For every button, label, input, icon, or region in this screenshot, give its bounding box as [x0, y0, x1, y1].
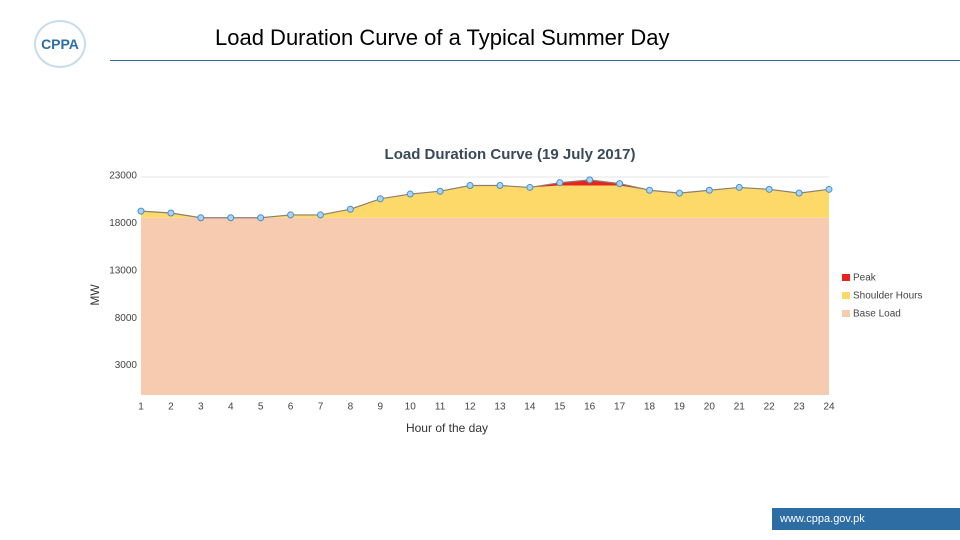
- x-tick-label: 19: [674, 402, 686, 413]
- point: [197, 214, 205, 222]
- legend-swatch: [842, 274, 850, 281]
- x-tick-label: 10: [405, 402, 417, 413]
- point: [316, 211, 324, 219]
- logo: CPPA: [34, 20, 86, 68]
- area: [141, 217, 829, 395]
- point: [346, 205, 354, 213]
- x-tick-label: 12: [464, 402, 476, 413]
- chart-title: Load Duration Curve (19 July 2017): [385, 146, 636, 163]
- point: [765, 185, 773, 193]
- x-axis-label: Hour of the day: [406, 421, 488, 435]
- legend-label: Peak: [853, 273, 877, 284]
- x-tick-label: 11: [435, 402, 446, 413]
- x-tick-label: 16: [584, 402, 596, 413]
- point: [705, 186, 713, 194]
- x-tick-label: 23: [794, 402, 806, 413]
- point: [376, 195, 384, 203]
- point: [795, 189, 803, 197]
- point: [526, 183, 534, 191]
- x-tick-label: 7: [318, 402, 324, 413]
- slide-title: Load Duration Curve of a Typical Summer …: [215, 25, 670, 50]
- x-tick-label: 2: [168, 402, 174, 413]
- x-tick-label: 5: [258, 402, 264, 413]
- point: [137, 207, 145, 215]
- point: [167, 209, 175, 217]
- point: [406, 190, 414, 198]
- point: [586, 176, 594, 184]
- x-tick-label: 24: [823, 402, 835, 413]
- x-tick-label: 17: [614, 402, 626, 413]
- y-axis-label: MW: [88, 284, 102, 306]
- point: [257, 214, 265, 222]
- y-tick-label: 23000: [109, 171, 137, 182]
- area: [141, 185, 829, 218]
- point: [825, 185, 833, 193]
- x-tick-label: 9: [378, 402, 384, 413]
- point: [556, 179, 564, 187]
- point: [675, 189, 683, 197]
- legend-swatch: [842, 310, 850, 317]
- point: [646, 186, 654, 194]
- x-tick-label: 4: [228, 402, 234, 413]
- x-tick-label: 15: [554, 402, 566, 413]
- total-line: [140, 179, 830, 219]
- y-tick-label: 18000: [109, 218, 137, 229]
- x-tick-label: 6: [288, 402, 294, 413]
- legend-label: Base Load: [853, 309, 901, 320]
- point: [616, 180, 624, 188]
- x-tick-label: 18: [644, 402, 656, 413]
- point: [287, 211, 295, 219]
- point: [227, 214, 235, 222]
- x-tick-label: 20: [704, 402, 716, 413]
- point: [496, 182, 504, 190]
- x-tick-label: 21: [734, 402, 746, 413]
- y-tick-label: 13000: [109, 265, 137, 276]
- y-tick-label: 3000: [115, 360, 138, 371]
- x-tick-label: 13: [494, 402, 506, 413]
- legend-label: Shoulder Hours: [853, 291, 922, 302]
- x-tick-label: 14: [524, 402, 536, 413]
- x-tick-label: 3: [198, 402, 204, 413]
- x-tick-label: 22: [764, 402, 776, 413]
- y-tick-label: 8000: [115, 313, 138, 324]
- footer: www.cppa.gov.pk: [772, 508, 960, 530]
- x-tick-label: 1: [138, 402, 144, 413]
- point: [436, 187, 444, 195]
- x-tick-label: 8: [348, 402, 354, 413]
- point: [466, 182, 474, 190]
- legend-swatch: [842, 292, 850, 299]
- title-rule: [110, 60, 960, 61]
- point: [735, 183, 743, 191]
